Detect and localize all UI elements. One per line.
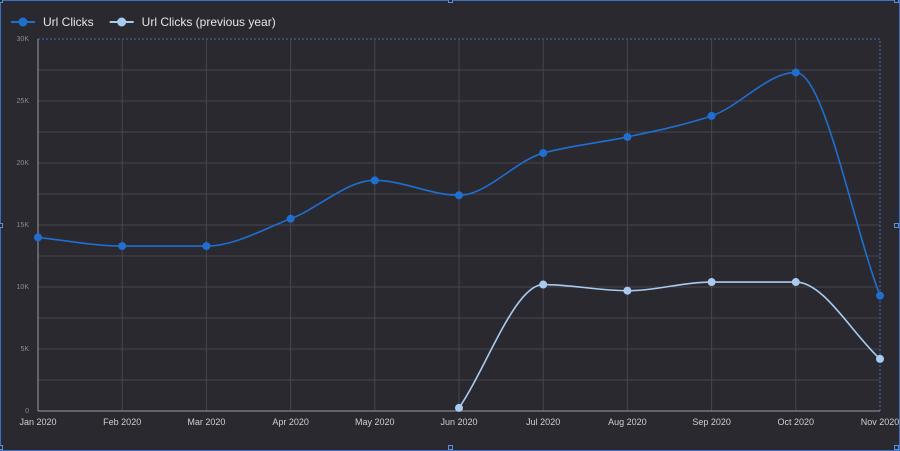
data-point[interactable]	[623, 286, 632, 295]
resize-handle-top-left[interactable]	[0, 0, 3, 3]
x-tick-label: Feb 2020	[103, 417, 141, 427]
series-line	[458, 281, 881, 409]
data-point[interactable]	[118, 242, 127, 251]
x-tick-label: Oct 2020	[778, 417, 815, 427]
y-tick-label: 20K	[17, 160, 30, 167]
y-tick-label: 10K	[17, 284, 30, 291]
y-tick-label: 25K	[17, 98, 30, 105]
x-tick-label: Jul 2020	[526, 417, 560, 427]
data-point[interactable]	[539, 280, 548, 289]
y-tick-label: 0	[25, 408, 29, 415]
data-point[interactable]	[455, 191, 463, 200]
legend: Url Clicks Url Clicks (previous year)	[11, 15, 276, 29]
x-tick-label: Aug 2020	[608, 417, 647, 427]
data-point[interactable]	[455, 403, 463, 412]
data-point[interactable]	[623, 132, 632, 141]
data-point[interactable]	[34, 233, 42, 242]
x-tick-label: Nov 2020	[861, 417, 899, 427]
series-layer	[34, 68, 884, 412]
x-tick-label: May 2020	[355, 417, 395, 427]
y-tick-label: 30K	[17, 36, 30, 43]
resize-handle-top-center[interactable]	[448, 0, 453, 3]
data-point[interactable]	[791, 278, 800, 287]
resize-handle-middle-right[interactable]	[894, 223, 899, 228]
x-tick-label: Sep 2020	[692, 417, 731, 427]
legend-swatch-marker	[18, 17, 28, 27]
x-tick-label: Mar 2020	[187, 417, 225, 427]
resize-handle-top-right[interactable]	[894, 0, 899, 3]
resize-handle-middle-left[interactable]	[0, 223, 3, 228]
data-point[interactable]	[370, 176, 379, 185]
data-point[interactable]	[707, 278, 716, 287]
data-point[interactable]	[286, 214, 295, 223]
x-tick-label: Jun 2020	[440, 417, 477, 427]
grid	[37, 38, 881, 412]
legend-label[interactable]: Url Clicks (previous year)	[142, 15, 276, 29]
resize-handle-bottom-right[interactable]	[894, 445, 899, 450]
data-point[interactable]	[876, 291, 884, 300]
data-point[interactable]	[202, 242, 211, 251]
y-tick-label: 15K	[17, 222, 30, 229]
data-point[interactable]	[707, 111, 716, 120]
data-point[interactable]	[876, 354, 884, 363]
legend-swatch-marker	[117, 17, 127, 27]
series-line	[37, 71, 881, 296]
data-point[interactable]	[791, 68, 800, 77]
axes: 0 5K 10K 15K 20K 25K 30K Jan 2020 Feb 2020 Mar 20…	[17, 36, 899, 427]
legend-label[interactable]: Url Clicks	[43, 15, 94, 29]
y-tick-label: 5K	[20, 346, 29, 353]
resize-handle-bottom-left[interactable]	[0, 445, 3, 450]
data-point[interactable]	[539, 149, 548, 158]
x-tick-label: Jan 2020	[19, 417, 56, 427]
resize-handle-bottom-center[interactable]	[448, 445, 453, 450]
x-tick-label: Apr 2020	[272, 417, 309, 427]
